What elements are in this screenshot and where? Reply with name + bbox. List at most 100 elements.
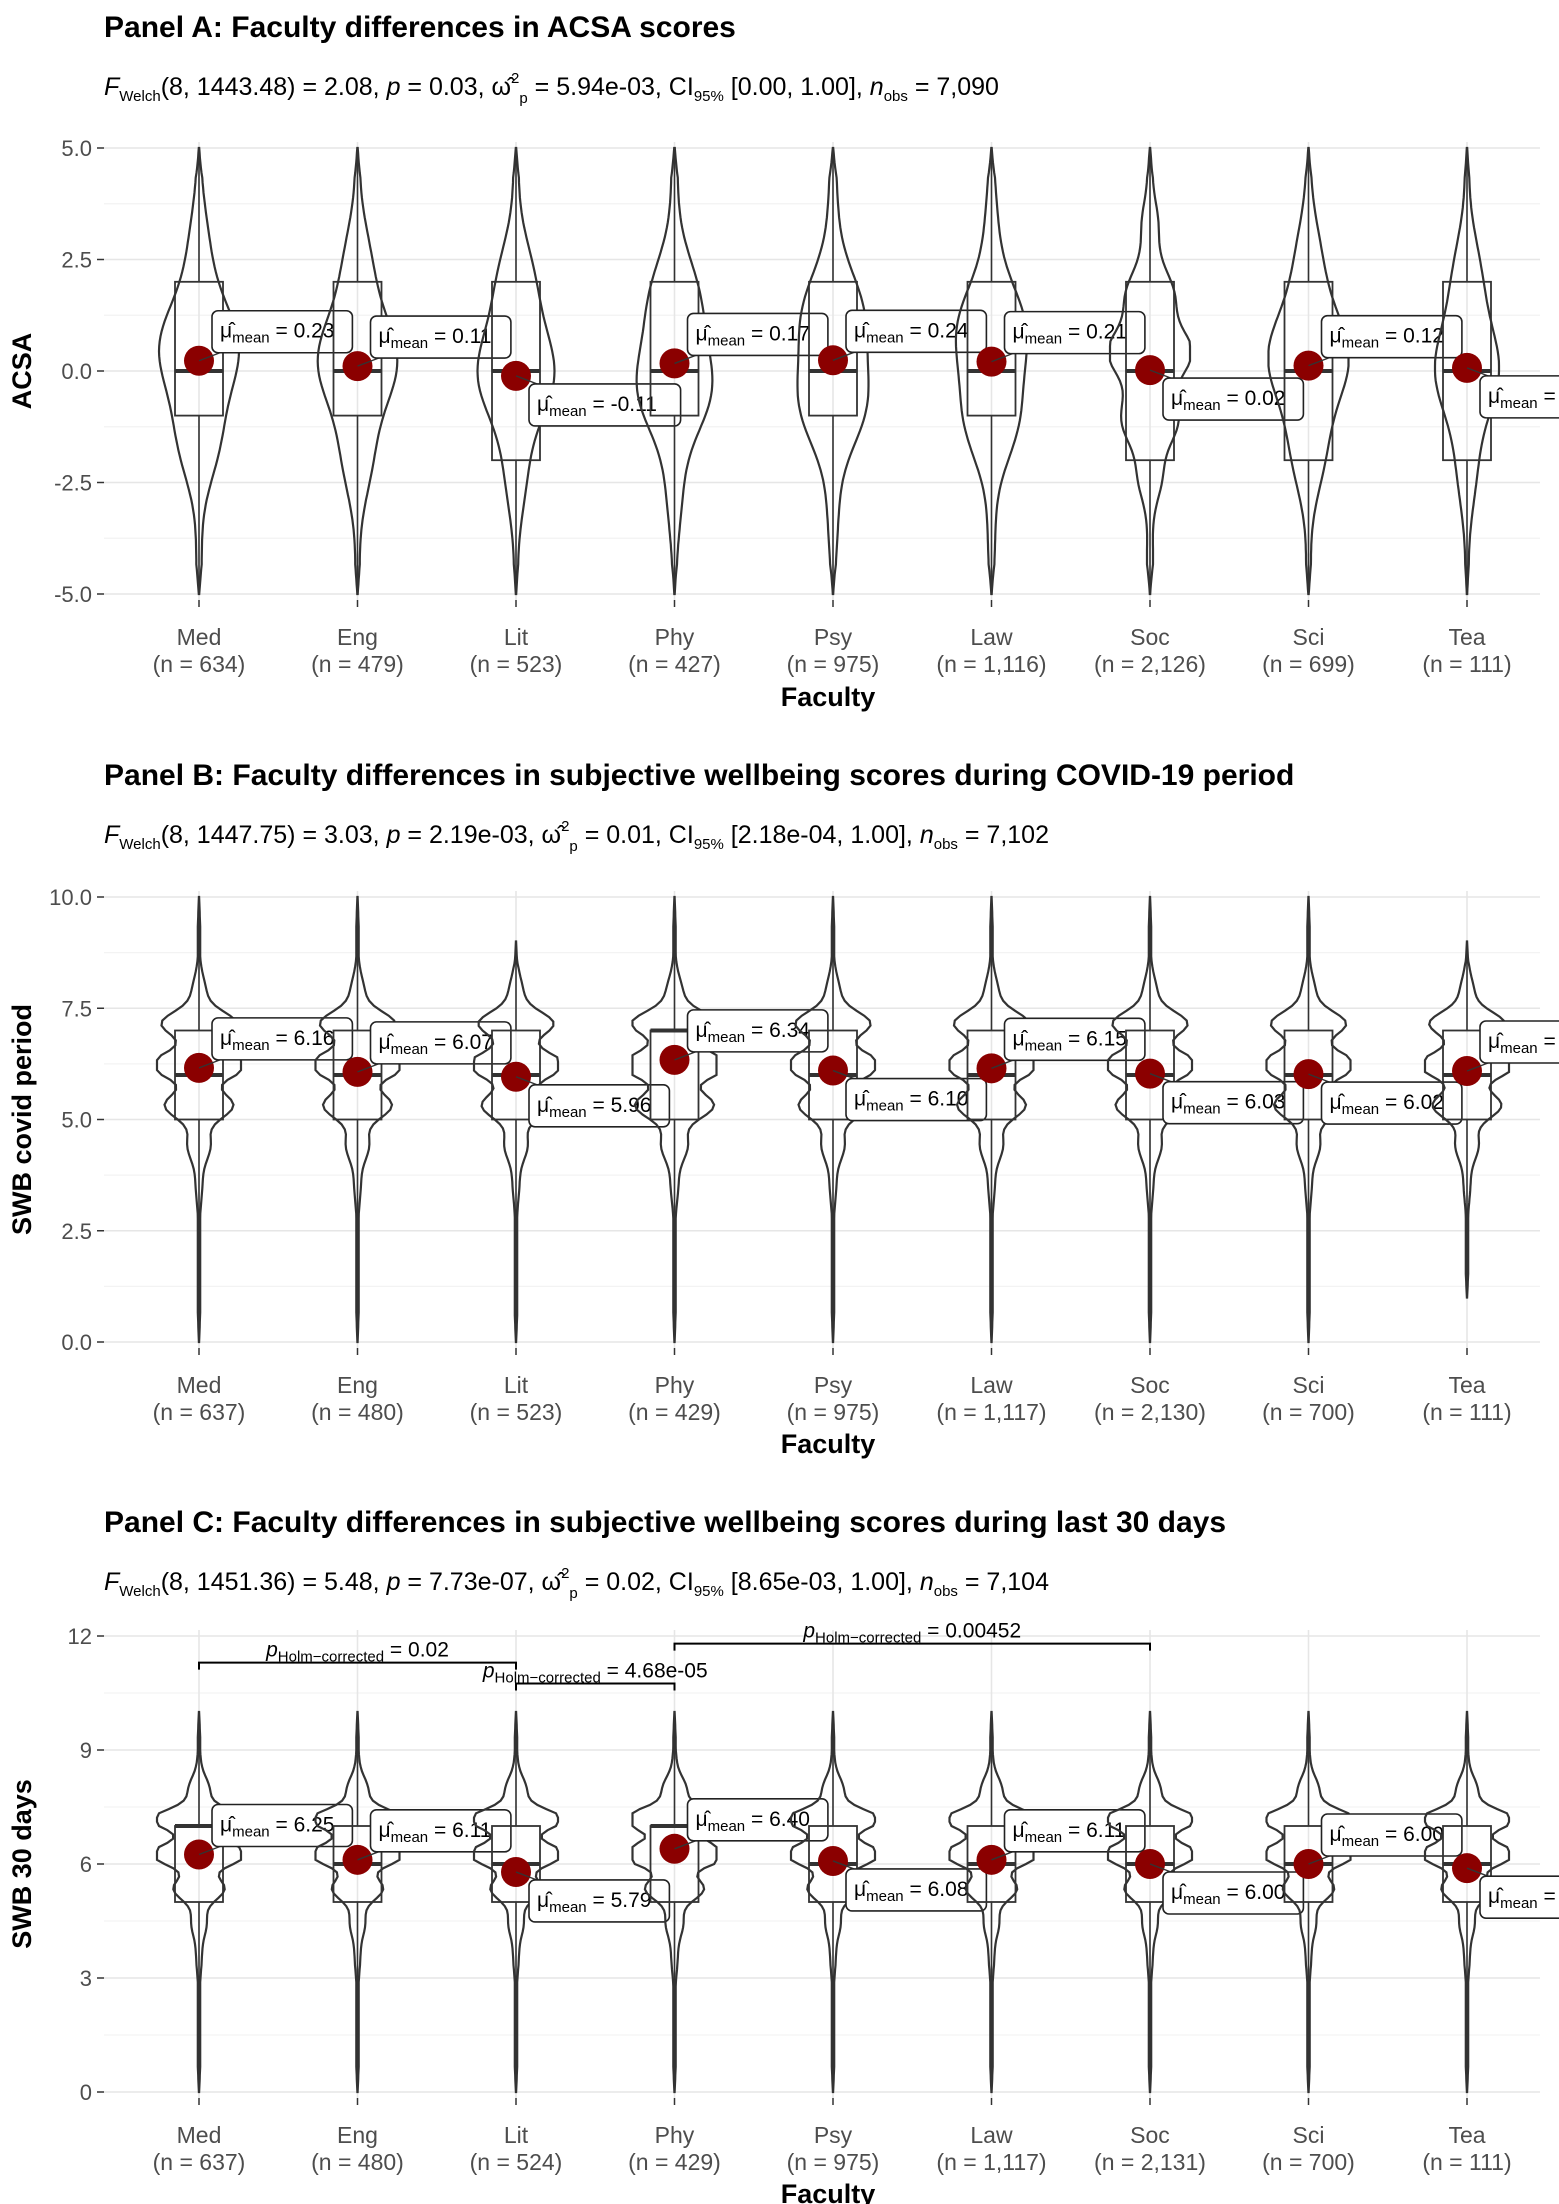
y-tick-label: 3 [80, 1966, 92, 1991]
significance-bracket: pHolm−corrected = 0.00452 [673, 1620, 1151, 1651]
x-tick-label: Tea [1448, 2122, 1485, 2148]
count-label: (n = 975) [787, 651, 880, 677]
y-tick-label: 0.0 [61, 359, 92, 384]
mean-label: μ̂mean = 6.11 [357, 1809, 512, 1861]
count-label: (n = 700) [1262, 2149, 1355, 2175]
mean-label: μ̂mean = 5.89 [1466, 1867, 1559, 1919]
mean-label: μ̂mean = 0.07 [1466, 367, 1559, 419]
y-tick-label: 0.0 [61, 1330, 92, 1355]
y-axis-title: ACSA [7, 333, 37, 410]
mean-label-text: μ̂mean = 0.17 [696, 322, 810, 349]
count-label: (n = 523) [470, 651, 563, 677]
count-label: (n = 2,131) [1094, 2149, 1206, 2175]
mean-label-box [1479, 1020, 1559, 1064]
mean-label-box [1162, 1080, 1305, 1125]
bracket-p-value: pHolm−corrected = 0.00452 [802, 1620, 1021, 1647]
label-leader [1308, 356, 1330, 367]
mean-label-box [528, 1083, 671, 1128]
mean-label-text: μ̂mean = 5.89 [1488, 1885, 1559, 1912]
category-sci: Sci(n = 699) μ̂mean = 0.12 [1262, 146, 1463, 677]
label-leader [832, 1069, 855, 1080]
mean-label: μ̂mean = 6.09 [1466, 1020, 1559, 1072]
x-tick-label: Law [970, 624, 1013, 650]
label-leader [198, 1059, 221, 1069]
mean-label-box [1320, 1081, 1463, 1125]
label-leader [674, 354, 696, 365]
mean-label-text: μ̂mean = 6.02 [1330, 1091, 1444, 1118]
mean-label-box [369, 315, 512, 359]
mean-label-box [686, 312, 829, 357]
mean-label-box [845, 1077, 988, 1122]
category-sci: Sci(n = 700) μ̂mean = 6.00 [1262, 1710, 1463, 2175]
x-tick-label: Lit [504, 1372, 529, 1398]
x-tick-label: Med [177, 2122, 222, 2148]
mean-label-box [211, 309, 354, 354]
mean-label-box [686, 1798, 829, 1842]
x-axis-title: Faculty [781, 2179, 876, 2204]
count-label: (n = 523) [470, 1399, 563, 1425]
label-leader [1149, 1073, 1172, 1083]
label-leader [674, 1840, 696, 1850]
category-med: Med(n = 637) μ̂mean = 6.25 [153, 1710, 354, 2175]
mean-label-box [369, 1809, 512, 1853]
mean-label: μ̂mean = 0.02 [1149, 369, 1305, 421]
label-leader [1308, 1073, 1330, 1083]
category-phy: Phy(n = 427) μ̂mean = 0.17 [628, 146, 829, 677]
mean-label: μ̂mean = 6.03 [1149, 1073, 1305, 1125]
bracket-line [673, 1642, 1151, 1651]
x-tick-label: Lit [504, 2122, 529, 2148]
mean-label-text: μ̂mean = 0.11 [379, 325, 492, 352]
y-tick-label: 12 [68, 1624, 92, 1649]
mean-label-box [1162, 377, 1305, 421]
category-eng: Eng(n = 480) μ̂mean = 6.07 [311, 895, 512, 1425]
mean-label-text: μ̂mean = 6.03 [1171, 1091, 1285, 1118]
y-tick-label: 9 [80, 1738, 92, 1763]
significance-bracket: pHolm−corrected = 0.02 [198, 1639, 517, 1670]
mean-label-box [211, 1017, 354, 1061]
y-tick-label: -5.0 [54, 582, 92, 607]
category-lit: Lit(n = 523) μ̂mean = 5.96 [470, 940, 671, 1425]
count-label: (n = 2,130) [1094, 1399, 1206, 1425]
x-tick-label: Soc [1130, 1372, 1170, 1398]
mean-label-box [369, 1021, 512, 1065]
x-axis-title: Faculty [781, 1429, 876, 1459]
mean-label-text: μ̂mean = 0.12 [1330, 325, 1444, 352]
label-leader [198, 352, 221, 362]
label-leader [832, 351, 855, 361]
category-psy: Psy(n = 975) μ̂mean = 6.10 [787, 895, 988, 1425]
mean-label: μ̂mean = 6.16 [198, 1017, 354, 1069]
panel-stats: FWelch(8, 1451.36) = 5.48, p = 7.73e-07,… [104, 1565, 1049, 1602]
category-phy: Phy(n = 429) μ̂mean = 6.40 [628, 1710, 829, 2175]
label-leader [1466, 1062, 1489, 1072]
panel-stats: FWelch(8, 1447.75) = 3.03, p = 2.19e-03,… [104, 818, 1049, 855]
x-tick-label: Law [970, 2122, 1013, 2148]
panel-title: Panel A: Faculty differences in ACSA sco… [104, 11, 736, 44]
count-label: (n = 480) [311, 1399, 404, 1425]
category-sci: Sci(n = 700) μ̂mean = 6.02 [1262, 895, 1463, 1425]
label-leader [515, 375, 538, 385]
x-tick-label: Phy [655, 1372, 695, 1398]
mean-label: μ̂mean = 6.34 [674, 1009, 829, 1061]
category-tea: Tea(n = 111) μ̂mean = 5.89 [1422, 1710, 1559, 2175]
category-law: Law(n = 1,116) μ̂mean = 0.21 [936, 146, 1146, 677]
mean-label-box [1003, 1809, 1146, 1853]
label-leader [674, 1051, 696, 1061]
x-tick-label: Tea [1448, 624, 1485, 650]
label-leader [1308, 1855, 1330, 1865]
count-label: (n = 111) [1422, 2149, 1511, 2175]
x-tick-label: Psy [814, 2122, 853, 2148]
category-eng: Eng(n = 480) μ̂mean = 6.11 [311, 1710, 512, 2175]
category-lit: Lit(n = 523) μ̂mean = -0.11 [470, 146, 682, 677]
label-leader [991, 1059, 1013, 1069]
label-leader [357, 1063, 379, 1073]
mean-label-text: μ̂mean = 6.07 [379, 1031, 493, 1058]
mean-label: μ̂mean = 6.11 [991, 1809, 1146, 1861]
category-psy: Psy(n = 975) μ̂mean = 6.08 [787, 1710, 988, 2175]
category-psy: Psy(n = 975) μ̂mean = 0.24 [787, 146, 988, 677]
mean-label-text: μ̂mean = 6.00 [1171, 1881, 1285, 1908]
x-tick-label: Psy [814, 624, 853, 650]
mean-label-text: μ̂mean = 5.96 [537, 1094, 651, 1121]
bracket-line [198, 1661, 517, 1670]
category-soc: Soc(n = 2,131) μ̂mean = 6.00 [1094, 1710, 1305, 2175]
y-tick-label: 10.0 [49, 885, 92, 910]
